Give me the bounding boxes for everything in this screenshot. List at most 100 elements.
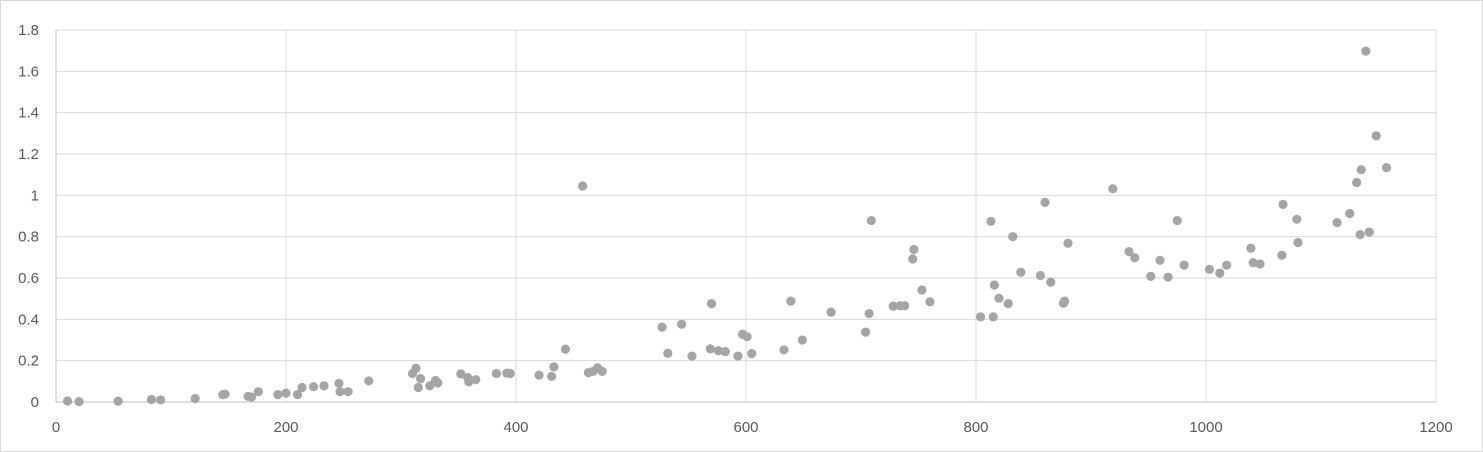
data-point [456,369,466,379]
data-point [464,377,474,387]
data-point [994,293,1004,303]
data-point [779,345,789,355]
data-point [706,299,717,309]
data-point [309,382,319,392]
grid-lines [56,29,1437,402]
data-point [1277,250,1287,260]
data-point [505,368,515,379]
data-point [273,389,283,400]
data-point [657,322,667,332]
data-point [415,374,426,384]
data-point [786,296,796,306]
data-point [861,327,871,337]
x-tick-label: 1000 [1189,419,1222,436]
data-point [1063,238,1073,248]
data-point [986,216,996,226]
y-tick-label: 0.2 [18,353,39,370]
data-point [733,351,743,361]
data-point [1222,260,1232,270]
data-point [62,396,73,406]
x-tick-label: 1200 [1419,419,1452,436]
x-tick-label: 0 [52,419,60,436]
data-point [1016,267,1026,277]
data-point [826,307,836,317]
data-point [866,215,876,226]
data-point [663,348,673,358]
data-point [1293,237,1303,248]
data-point [220,389,230,399]
data-point [1179,260,1189,270]
data-point [190,393,200,404]
data-point [687,351,697,361]
data-point [534,370,544,380]
data-point [925,297,935,307]
y-tick-label: 0.6 [18,270,39,287]
data-point [1059,296,1070,306]
data-point [74,396,84,407]
data-point [1381,163,1392,173]
data-point [1215,268,1225,278]
data-point [1345,208,1355,219]
tick-labels: 0 0.2 0.4 0.6 0.8 1 1.2 1.4 1.6 1.8 0 200 400 600 800 1… [18,22,1453,436]
data-point [1371,131,1381,141]
data-point [713,346,724,356]
data-point [989,280,1000,290]
data-point [471,375,481,385]
x-tick-label: 600 [733,419,758,436]
y-tick-label: 1.2 [18,146,39,163]
data-point [146,394,157,405]
data-point [1124,246,1134,257]
data-point [1146,271,1156,281]
x-tick-label: 400 [503,419,528,436]
data-point [900,301,910,311]
data-point [1332,218,1342,228]
data-point [549,362,559,372]
data-point [578,181,588,191]
data-point [411,363,421,373]
data-point [976,312,986,322]
data-point [281,388,291,398]
data-point [864,308,874,319]
data-point [156,395,166,405]
y-tick-label: 1 [31,187,39,204]
x-tick-label: 800 [963,419,988,436]
data-point [677,319,687,329]
data-point [1163,272,1173,282]
data-point [433,378,443,388]
data-point [1356,165,1366,175]
data-point [917,285,927,295]
y-tick-label: 1.6 [18,63,39,80]
data-point [1361,46,1371,56]
data-point [319,381,329,391]
data-points [62,46,1392,407]
data-point [1248,258,1258,268]
data-point [747,349,757,359]
data-point [705,344,715,354]
data-point [1172,215,1182,226]
data-point [1008,232,1018,242]
data-point [1155,255,1165,265]
y-tick-label: 1.4 [18,105,39,122]
data-point [334,378,344,388]
data-point [560,344,571,354]
data-point [364,376,374,386]
data-point [1003,299,1013,309]
axes [55,30,1436,403]
data-point [597,366,607,377]
y-tick-label: 1.8 [18,22,39,39]
data-point [1130,253,1140,263]
data-point [1035,270,1045,281]
data-point [246,392,257,402]
data-point [1352,177,1362,188]
data-point [1040,197,1050,207]
y-tick-label: 0.4 [18,311,39,328]
data-point [909,244,919,255]
data-point [1255,259,1265,269]
data-point [1355,230,1365,240]
data-point [1046,277,1056,287]
data-point [297,382,307,393]
y-tick-label: 0.8 [18,229,39,246]
data-point [908,254,918,264]
